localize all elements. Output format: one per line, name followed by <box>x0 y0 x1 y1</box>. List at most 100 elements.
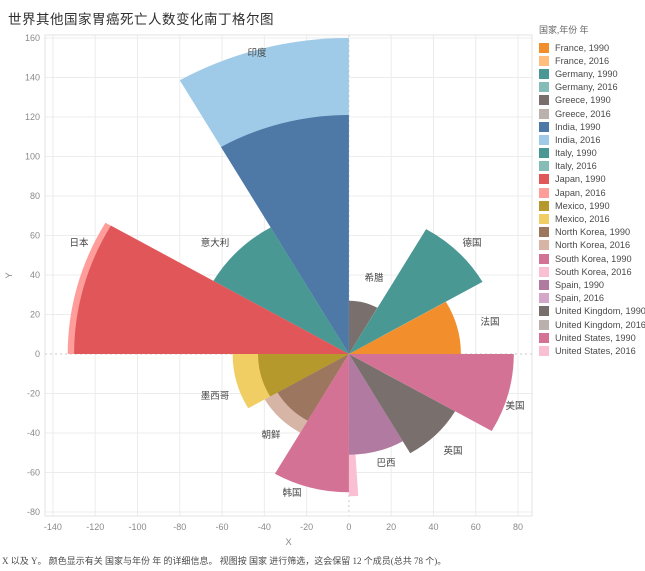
y-axis-title: Y <box>4 272 15 279</box>
legend-swatch <box>539 319 549 330</box>
legend-item-greece-2016[interactable]: Greece, 2016 <box>539 107 643 120</box>
legend-item-north-korea-1990[interactable]: North Korea, 1990 <box>539 226 643 239</box>
wedge-france-1990[interactable] <box>348 301 461 354</box>
legend-item-label: Mexico, 2016 <box>555 214 610 225</box>
wedge-italy-1990[interactable] <box>213 227 349 354</box>
legend-item-united-kingdom-1990[interactable]: United Kingdom, 1990 <box>539 305 645 318</box>
legend-item-label: Italy, 1990 <box>555 148 597 159</box>
legend-item-south-korea-1990[interactable]: South Korea, 1990 <box>539 252 643 265</box>
x-tick-label: -100 <box>128 522 146 532</box>
legend-swatch <box>539 266 549 277</box>
legend-item-label: North Korea, 2016 <box>555 240 631 251</box>
legend-item-label: United States, 1990 <box>555 332 636 343</box>
legend-item-mexico-2016[interactable]: Mexico, 2016 <box>539 212 643 225</box>
legend-item-greece-1990[interactable]: Greece, 1990 <box>539 94 643 107</box>
wedge-germany-1990[interactable] <box>348 229 483 354</box>
legend-item-italy-1990[interactable]: Italy, 1990 <box>539 147 643 160</box>
legend-item-spain-1990[interactable]: Spain, 1990 <box>539 278 643 291</box>
y-tick-label: -80 <box>27 507 40 517</box>
legend-item-germany-1990[interactable]: Germany, 1990 <box>539 67 643 80</box>
wedge-label-south-korea: 韩国 <box>282 487 301 499</box>
y-tick-label: -60 <box>27 468 40 478</box>
x-tick-label: -60 <box>216 522 229 532</box>
legend-item-label: South Korea, 1990 <box>555 253 632 264</box>
legend-swatch <box>539 121 549 132</box>
legend-item-united-kingdom-2016[interactable]: United Kingdom, 2016 <box>539 318 645 331</box>
legend-swatch <box>539 108 549 119</box>
legend-item-france-2016[interactable]: France, 2016 <box>539 54 643 67</box>
legend-item-india-2016[interactable]: India, 2016 <box>539 133 643 146</box>
legend-item-mexico-1990[interactable]: Mexico, 1990 <box>539 199 643 212</box>
legend-item-label: United Kingdom, 1990 <box>555 306 645 317</box>
legend-item-label: Japan, 2016 <box>555 187 606 198</box>
legend-swatch <box>539 174 549 185</box>
x-tick-label: -120 <box>86 522 104 532</box>
x-tick-label: 60 <box>471 522 481 532</box>
legend-item-label: Italy, 2016 <box>555 161 597 172</box>
wedge-label-north-korea: 朝鲜 <box>261 429 281 441</box>
legend-swatch <box>539 55 549 66</box>
legend-swatch <box>539 306 549 317</box>
wedge-label-france: 法国 <box>480 316 499 328</box>
legend-item-france-1990[interactable]: France, 1990 <box>539 41 643 54</box>
wedge-spain-1990[interactable] <box>348 354 403 455</box>
legend-swatch <box>539 68 549 79</box>
legend-item-italy-2016[interactable]: Italy, 2016 <box>539 160 643 173</box>
legend-swatch <box>539 95 549 106</box>
legend-item-label: Mexico, 1990 <box>555 200 610 211</box>
y-tick-label: 120 <box>25 112 40 122</box>
legend-swatch <box>539 134 549 145</box>
legend-item-north-korea-2016[interactable]: North Korea, 2016 <box>539 239 643 252</box>
legend-item-label: Germany, 1990 <box>555 68 618 79</box>
legend-item-label: Greece, 1990 <box>555 95 611 106</box>
legend-item-label: United Kingdom, 2016 <box>555 319 645 330</box>
y-tick-label: 140 <box>25 73 40 83</box>
legend-swatch <box>539 200 549 211</box>
wedge-mexico-1990[interactable] <box>258 354 349 397</box>
legend-title: 国家,年份 年 <box>539 25 589 35</box>
legend-swatch <box>539 279 549 290</box>
wedge-greece-1990[interactable] <box>348 300 378 354</box>
wedge-label-italy: 意大利 <box>201 237 230 249</box>
legend-item-label: Germany, 2016 <box>555 82 618 93</box>
legend: 国家,年份 年 France, 1990 France, 2016 Germany,… <box>539 23 645 358</box>
wedge-united-kingdom-1990[interactable] <box>348 354 456 454</box>
y-tick-label: 40 <box>30 270 40 280</box>
legend-item-label: South Korea, 2016 <box>555 266 632 277</box>
wedge-japan-1990[interactable] <box>74 225 349 354</box>
legend-item-japan-2016[interactable]: Japan, 2016 <box>539 186 643 199</box>
legend-item-india-1990[interactable]: India, 1990 <box>539 120 643 133</box>
legend-item-south-korea-2016[interactable]: South Korea, 2016 <box>539 265 643 278</box>
legend-swatch <box>539 253 549 264</box>
wedge-india-1990[interactable] <box>221 115 349 354</box>
wedge-north-korea-1990[interactable] <box>277 354 349 421</box>
legend-item-united-states-1990[interactable]: United States, 1990 <box>539 331 643 344</box>
legend-swatch <box>539 345 549 356</box>
legend-swatch <box>539 187 549 198</box>
wedge-label-japan: 日本 <box>69 237 89 249</box>
x-tick-label: -140 <box>44 522 62 532</box>
wedge-south-korea-1990[interactable] <box>274 354 349 493</box>
legend-item-germany-2016[interactable]: Germany, 2016 <box>539 81 643 94</box>
legend-item-label: United States, 2016 <box>555 345 636 356</box>
legend-item-label: North Korea, 1990 <box>555 227 631 238</box>
x-tick-label: 0 <box>346 522 351 532</box>
legend-item-label: India, 2016 <box>555 134 601 145</box>
legend-swatch <box>539 42 549 53</box>
x-tick-label: 40 <box>428 522 438 532</box>
legend-swatch <box>539 293 549 304</box>
legend-item-label: Greece, 2016 <box>555 108 611 119</box>
caption-text: X 以及 Y。 颜色显示有关 国家与年份 年 的详细信息。 视图按 国家 进行筛… <box>2 556 447 566</box>
legend-swatch <box>539 148 549 159</box>
y-tick-label: 80 <box>30 191 40 201</box>
x-tick-label: -80 <box>173 522 186 532</box>
legend-item-united-states-2016[interactable]: United States, 2016 <box>539 344 643 357</box>
wedge-united-states-1990[interactable] <box>348 354 514 431</box>
plot-border <box>44 34 533 517</box>
legend-item-japan-1990[interactable]: Japan, 1990 <box>539 173 643 186</box>
legend-item-spain-2016[interactable]: Spain, 2016 <box>539 292 643 305</box>
legend-item-label: France, 2016 <box>555 55 610 66</box>
y-tick-label: 100 <box>25 152 40 162</box>
